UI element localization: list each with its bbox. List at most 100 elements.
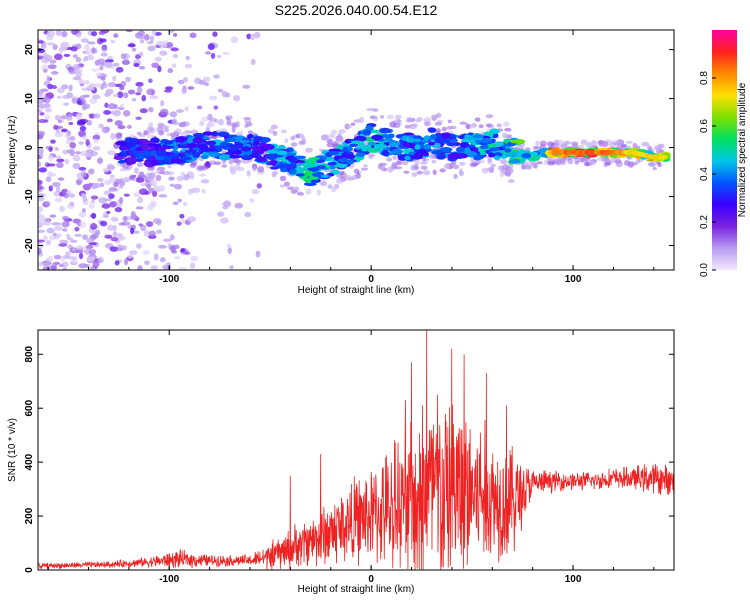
spectrogram-noise-cell bbox=[38, 184, 44, 190]
spectrogram-ridge-cell bbox=[504, 148, 512, 153]
spectrogram-noise-cell bbox=[98, 123, 104, 129]
spectrogram-noise-cell bbox=[122, 215, 128, 222]
spectrogram-ridge-cell bbox=[493, 155, 501, 160]
spectrogram-noise-cell bbox=[176, 221, 182, 226]
spectrogram-noise-cell bbox=[157, 184, 166, 192]
spectrogram-halo-cell bbox=[155, 168, 162, 175]
spectrogram-ridge-cell bbox=[480, 137, 493, 144]
spectrogram-noise-cell bbox=[46, 255, 54, 263]
spectrogram-halo-cell bbox=[625, 140, 634, 144]
spectrogram-noise-cell bbox=[98, 30, 106, 36]
spectrogram-noise-cell bbox=[53, 225, 63, 231]
spectrogram-halo-cell bbox=[290, 189, 298, 194]
spectrogram-noise-cell bbox=[167, 68, 174, 74]
spectrogram-noise-cell bbox=[75, 32, 82, 38]
spectrogram-noise-cell bbox=[91, 47, 96, 54]
spectrogram-noise-cell bbox=[143, 229, 150, 237]
spectrogram-ridge-cell bbox=[187, 143, 200, 148]
spectrogram-noise-cell bbox=[38, 90, 44, 94]
spectrogram-noise-cell bbox=[80, 99, 87, 105]
spectrogram-noise-cell bbox=[90, 199, 96, 204]
spectrogram-halo-cell bbox=[244, 124, 249, 129]
spectrogram-noise-cell bbox=[187, 86, 195, 90]
spectrogram-noise-cell bbox=[57, 177, 65, 181]
spectrogram-halo-cell bbox=[496, 123, 502, 128]
spectrogram-noise-cell bbox=[72, 162, 81, 170]
spectrogram-noise-cell bbox=[137, 35, 146, 40]
spectrogram-noise-cell bbox=[110, 216, 119, 222]
spectrogram-noise-cell bbox=[90, 195, 99, 200]
spectrogram-halo-cell bbox=[283, 181, 290, 187]
spectrogram-noise-cell bbox=[65, 234, 71, 239]
spectrogram-noise-cell bbox=[148, 78, 153, 84]
spectrogram-noise-cell bbox=[127, 43, 136, 48]
spectrogram-noise-cell bbox=[219, 217, 229, 224]
spectrogram-x-axis-label: Height of straight line (km) bbox=[298, 285, 415, 296]
spectrogram-halo-cell bbox=[490, 163, 497, 168]
spectrogram-noise-cell bbox=[62, 266, 67, 270]
spectrogram-halo-cell bbox=[657, 162, 662, 168]
spectrogram-noise-cell bbox=[127, 89, 136, 95]
spectrogram-halo-cell bbox=[503, 121, 510, 127]
spectrogram-noise-cell bbox=[139, 39, 145, 44]
spectrogram-noise-cell bbox=[94, 59, 101, 66]
spectrogram-halo-cell bbox=[189, 162, 197, 168]
spectrogram-noise-cell bbox=[137, 265, 143, 270]
spectrogram-noise-cell bbox=[202, 76, 211, 83]
spectrogram-noise-cell bbox=[81, 103, 87, 111]
spectrogram-noise-cell bbox=[250, 58, 256, 66]
spectrogram-ridge-cell bbox=[129, 137, 140, 144]
spectrogram-halo-cell bbox=[524, 147, 531, 152]
spectrogram-halo-cell bbox=[608, 141, 616, 148]
spectrogram-ridge-cell bbox=[309, 158, 317, 164]
spectrogram-ridge-cell bbox=[489, 128, 500, 135]
spectrogram-noise-cell bbox=[98, 197, 107, 204]
spectrogram-noise-cell bbox=[147, 45, 156, 52]
spectrogram-halo-cell bbox=[338, 129, 346, 134]
spectrogram-ridge-cell bbox=[218, 154, 232, 161]
spectrogram-noise-cell bbox=[184, 106, 189, 112]
spectrogram-halo-cell bbox=[470, 162, 479, 167]
spectrogram-y-tick-label: 0 bbox=[24, 144, 35, 150]
spectrogram-ridge-cell bbox=[164, 140, 174, 145]
spectrogram-halo-cell bbox=[623, 160, 631, 166]
spectrogram-noise-cell bbox=[119, 85, 125, 91]
spectrogram-noise-cell bbox=[38, 134, 43, 140]
spectrogram-noise-cell bbox=[59, 239, 66, 244]
spectrogram-noise-cell bbox=[92, 134, 101, 141]
spectrogram-noise-cell bbox=[54, 131, 63, 138]
spectrogram-noise-cell bbox=[201, 117, 210, 122]
spectrogram-halo-cell bbox=[126, 124, 132, 129]
spectrogram-ridge-cell bbox=[168, 153, 179, 159]
spectrogram-ridge-cell bbox=[381, 150, 390, 157]
spectrogram-noise-cell bbox=[69, 201, 75, 207]
spectrogram-halo-cell bbox=[439, 168, 446, 173]
spectrogram-noise-cell bbox=[56, 162, 64, 169]
spectrogram-noise-cell bbox=[171, 63, 177, 68]
spectrogram-noise-cell bbox=[135, 116, 142, 120]
spectrogram-halo-cell bbox=[298, 140, 305, 145]
spectrogram-noise-cell bbox=[204, 82, 210, 86]
spectrogram-ridge-cell bbox=[310, 179, 318, 184]
spectrogram-halo-cell bbox=[270, 124, 278, 130]
spectrogram-noise-cell bbox=[130, 214, 139, 221]
spectrogram-halo-cell bbox=[410, 123, 419, 128]
spectrogram-ridge-cell bbox=[512, 158, 521, 164]
spectrogram-noise-cell bbox=[160, 100, 165, 107]
spectrogram-halo-cell bbox=[435, 112, 442, 118]
spectrogram-ridge-cell bbox=[286, 164, 297, 170]
spectrogram-ridge-cell bbox=[402, 141, 410, 148]
spectrogram-halo-cell bbox=[441, 126, 448, 132]
spectrogram-noise-cell bbox=[165, 41, 174, 49]
spectrogram-noise-cell bbox=[107, 225, 113, 232]
spectrogram-ridge-cell bbox=[414, 151, 424, 158]
spectrogram-noise-cell bbox=[43, 218, 52, 226]
spectrogram-noise-cell bbox=[102, 214, 109, 218]
spectrogram-noise-cell bbox=[165, 86, 174, 91]
spectrogram-x-ticks: -100 0 100 bbox=[47, 30, 655, 285]
spectrogram-noise-cell bbox=[144, 33, 150, 41]
spectrogram-noise-cell bbox=[84, 263, 90, 268]
spectrogram-noise-cell bbox=[93, 83, 103, 88]
spectrogram-halo-cell bbox=[452, 164, 460, 170]
spectrogram-noise-cell bbox=[168, 176, 175, 181]
